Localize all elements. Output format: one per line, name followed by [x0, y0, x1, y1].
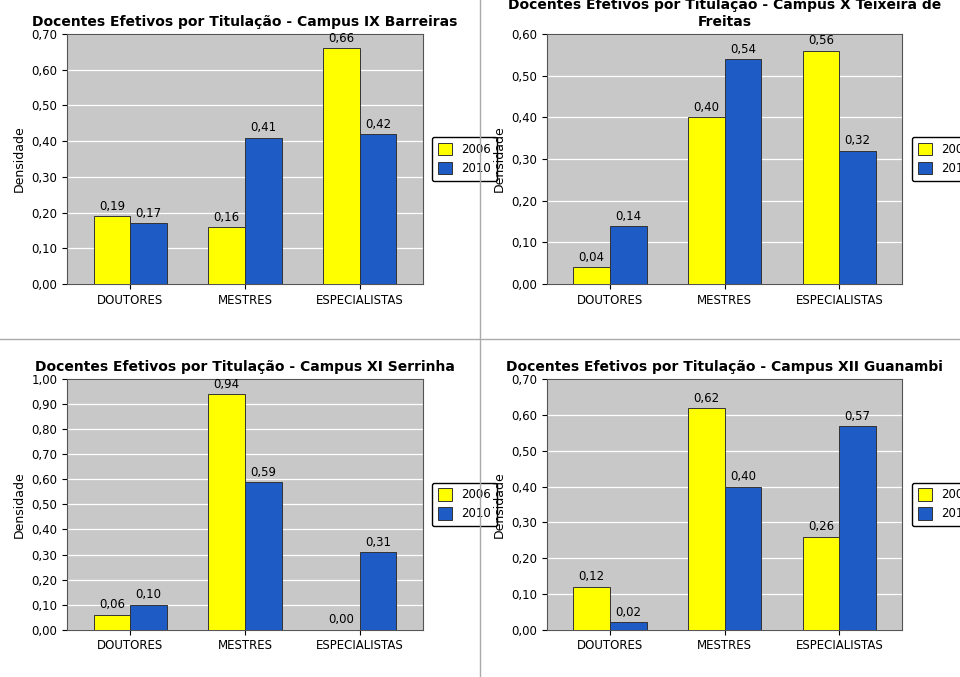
Text: 0,02: 0,02	[615, 606, 641, 619]
Bar	[93, 216, 131, 284]
Text: 0,14: 0,14	[615, 209, 641, 223]
Title: Docentes Efetivos por Titulação - Campus XI Serrinha: Docentes Efetivos por Titulação - Campus…	[35, 360, 455, 374]
Y-axis label: Densidade: Densidade	[12, 126, 26, 192]
Title: Docentes Efetivos por Titulação - Campus IX Barreiras: Docentes Efetivos por Titulação - Campus…	[33, 14, 458, 28]
Bar	[360, 552, 396, 630]
Bar	[803, 537, 839, 630]
Text: 0,57: 0,57	[845, 410, 871, 422]
Text: 0,42: 0,42	[365, 118, 391, 131]
Y-axis label: Densidade: Densidade	[492, 471, 506, 538]
Y-axis label: Densidade: Densidade	[12, 471, 26, 538]
Text: 0,59: 0,59	[251, 466, 276, 479]
Bar	[803, 51, 839, 284]
Text: 0,56: 0,56	[808, 35, 834, 47]
Text: 0,06: 0,06	[99, 598, 125, 611]
Text: 0,16: 0,16	[213, 211, 240, 223]
Bar	[839, 151, 876, 284]
Bar	[839, 426, 876, 630]
Legend: 2006, 2010: 2006, 2010	[432, 483, 497, 526]
Text: 0,26: 0,26	[808, 521, 834, 533]
Bar	[610, 225, 647, 284]
Bar	[725, 487, 761, 630]
Bar	[688, 408, 725, 630]
Bar	[245, 137, 281, 284]
Text: 0,40: 0,40	[693, 101, 719, 114]
Text: 0,31: 0,31	[365, 536, 391, 549]
Text: 0,94: 0,94	[213, 378, 240, 391]
Legend: 2006, 2010: 2006, 2010	[912, 483, 960, 526]
Bar	[573, 587, 610, 630]
Bar	[93, 615, 131, 630]
Title: Docentes Efetivos por Titulação - Campus XII Guanambi: Docentes Efetivos por Titulação - Campus…	[506, 360, 943, 374]
Bar	[725, 59, 761, 284]
Text: 0,40: 0,40	[730, 471, 756, 483]
Bar	[323, 48, 360, 284]
Title: Docentes Efetivos por Titulação - Campus X Teixeira de
Freitas: Docentes Efetivos por Titulação - Campus…	[508, 0, 942, 28]
Text: 0,41: 0,41	[251, 121, 276, 134]
Bar	[688, 117, 725, 284]
Text: 0,04: 0,04	[579, 251, 605, 264]
Text: 0,12: 0,12	[579, 571, 605, 584]
Text: 0,66: 0,66	[328, 32, 354, 45]
Bar	[208, 227, 245, 284]
Bar	[208, 394, 245, 630]
Bar	[610, 622, 647, 630]
Text: 0,54: 0,54	[730, 43, 756, 56]
Bar	[245, 482, 281, 630]
Legend: 2006, 2010: 2006, 2010	[912, 137, 960, 181]
Bar	[573, 267, 610, 284]
Y-axis label: Densidade: Densidade	[492, 126, 506, 192]
Bar	[131, 223, 167, 284]
Text: 0,17: 0,17	[135, 207, 161, 220]
Text: 0,19: 0,19	[99, 200, 125, 213]
Text: 0,00: 0,00	[328, 613, 354, 626]
Text: 0,62: 0,62	[693, 391, 719, 405]
Bar	[360, 134, 396, 284]
Text: 0,32: 0,32	[845, 135, 871, 148]
Legend: 2006, 2010: 2006, 2010	[432, 137, 497, 181]
Bar	[131, 605, 167, 630]
Text: 0,10: 0,10	[135, 588, 161, 601]
